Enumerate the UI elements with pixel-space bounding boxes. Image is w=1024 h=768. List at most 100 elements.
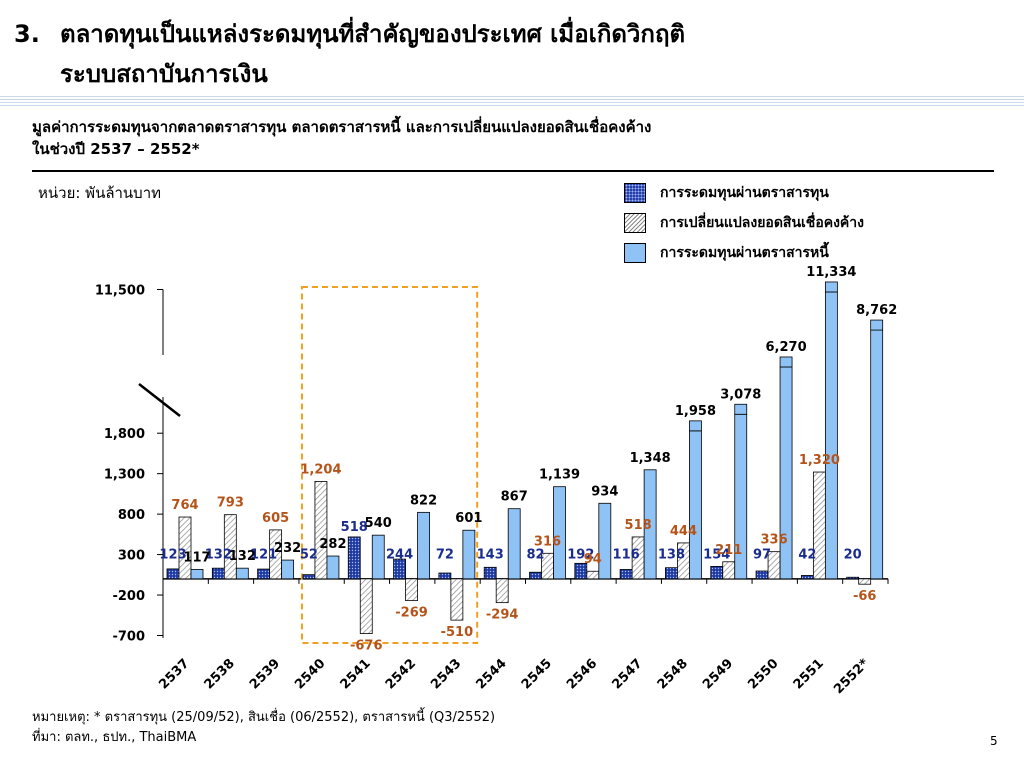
bond-bar [553,486,566,580]
equity-data-label: 116 [613,548,640,563]
credit-data-label: 94 [584,552,602,567]
title-line-1: ตลาดทุนเป็นแหล่งระดมทุนที่สำคัญของประเทศ… [60,20,686,48]
legend-swatch-bond [624,243,646,263]
y-tick-label: -200 [112,589,145,604]
equity-bar [347,536,361,580]
bond-data-label: 822 [410,493,437,508]
credit-bar [359,578,373,634]
equity-data-label: 42 [798,548,816,563]
equity-bar [166,568,180,580]
equity-data-label: 132 [205,548,232,563]
bond-data-label: 3,078 [720,387,761,402]
equity-bar [755,570,769,580]
credit-bar [812,471,826,580]
equity-data-label: 154 [703,548,730,563]
subtitle-line-1: มูลค่าการระดมทุนจากตลาดตราสารทุน ตลาดตรา… [32,118,652,136]
bond-data-label: 1,958 [675,404,716,419]
bond-bar [462,529,476,580]
equity-bar [302,574,316,580]
chart-legend: การระดมทุนผ่านตราสารทุน การเปลี่ยนแปลงยอ… [624,178,1004,268]
bond-data-label: 282 [319,537,346,552]
equity-bar [438,572,452,580]
x-category-label: 2552* [831,656,872,697]
credit-bar [223,514,237,580]
credit-data-label: 444 [670,524,697,539]
credit-bar [178,516,192,580]
legend-item-equity: การระดมทุนผ่านตราสารทุน [624,178,1004,208]
x-category-label: 2537 [156,656,192,692]
equity-bar [665,567,678,580]
bond-bar [689,430,702,580]
x-category-label: 2539 [247,656,283,692]
bond-data-label: 867 [501,490,528,505]
credit-bar [314,481,328,580]
y-tick-label: 1,300 [104,468,145,483]
subtitle-divider [32,170,994,172]
equity-data-label: 97 [753,548,771,563]
credit-bar [858,578,872,585]
page-number: 5 [990,734,998,748]
credit-data-label: 793 [217,496,244,511]
bond-data-label: 601 [455,511,482,526]
bond-data-label: 1,348 [630,451,671,466]
credit-data-label: 1,204 [300,462,341,477]
equity-data-label: 121 [250,548,277,563]
equity-data-label: 82 [526,548,544,563]
credit-bar [495,578,509,604]
bond-bar-cap [779,356,793,368]
equity-data-label: 123 [159,548,186,563]
bond-data-label: 8,762 [856,303,897,318]
credit-data-label: 1,320 [799,453,840,468]
footnote: หมายเหตุ: * ตราสารทุน (25/09/52), สินเชื… [32,708,495,748]
x-category-label: 2546 [564,656,600,692]
equity-data-label: 20 [844,548,862,563]
credit-data-label: -676 [350,639,383,654]
credit-data-label: -269 [395,606,428,621]
bond-data-label: 117 [183,550,210,565]
crisis-highlight-box [300,286,479,644]
bond-data-label: 11,334 [806,265,856,280]
slide-number: 3. [14,20,40,48]
x-category-label: 2540 [292,656,328,692]
equity-bar [846,576,860,580]
bond-bar [507,508,521,580]
bond-bar [235,567,249,580]
bond-bar-cap [824,281,838,293]
bond-bar [190,568,204,580]
bond-bar-cap [734,403,748,415]
y-tick-label: 11,500 [95,284,145,299]
credit-data-label: -294 [486,608,519,623]
bond-bar [326,555,340,580]
credit-bar [269,529,283,580]
bond-data-label: 6,270 [766,340,807,355]
credit-bar [450,578,464,621]
bond-bar [643,469,657,580]
equity-bar [800,575,814,580]
axis-break-gap [160,355,167,397]
footnote-note: หมายเหตุ: * ตราสารทุน (25/09/52), สินเชื… [32,710,496,725]
bond-bar-cap [870,319,884,331]
legend-label-equity: การระดมทุนผ่านตราสารทุน [660,185,829,201]
x-category-label: 2547 [609,656,645,692]
bond-bar [417,511,430,580]
credit-data-label: 764 [171,498,198,513]
x-category-label: 2544 [473,656,509,692]
x-category-label: 2542 [383,656,419,692]
x-category-label: 2538 [202,656,238,692]
credit-data-label: 518 [625,518,652,533]
bond-data-label: 1,139 [539,468,580,483]
credit-data-label: 316 [534,534,561,549]
subtitle-line-2: ในช่วงปี 2537 – 2552* [32,140,200,158]
y-tick-label: 300 [118,549,145,564]
equity-bar [393,558,406,580]
credit-data-label: -66 [853,589,877,604]
bars-layer [166,279,885,634]
credit-data-label: 336 [760,533,787,548]
credit-data-label: -510 [441,625,474,640]
legend-item-bond: การระดมทุนผ่านตราสารหนี้ [624,238,1004,268]
bond-bar [870,329,884,580]
bond-data-label: 232 [274,541,301,556]
x-category-label: 2541 [338,656,374,692]
